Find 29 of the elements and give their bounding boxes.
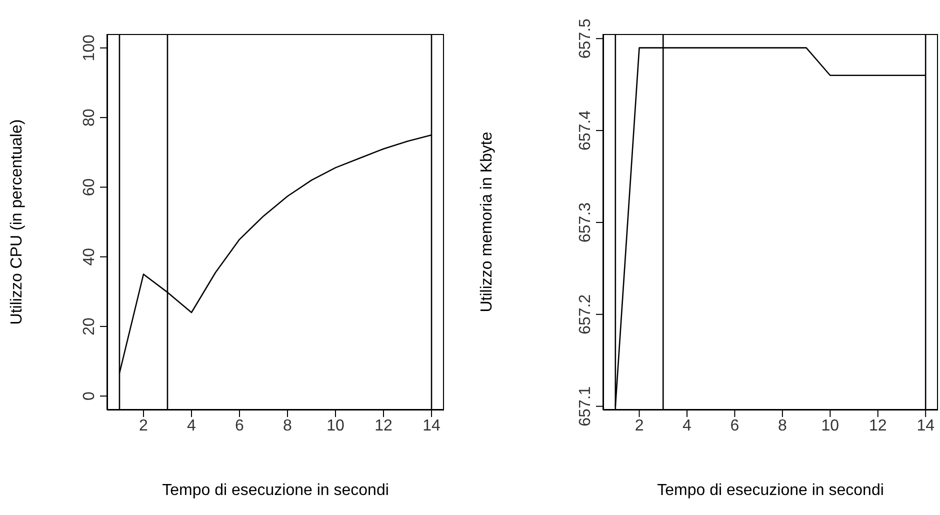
x-tick-label: 14 bbox=[916, 417, 935, 434]
x-tick-label: 10 bbox=[326, 417, 345, 434]
y-tick-label: 657.4 bbox=[577, 110, 594, 151]
x-tick-label: 4 bbox=[682, 417, 692, 434]
y-tick-label: 40 bbox=[81, 248, 98, 266]
y-tick-label: 657.2 bbox=[577, 294, 594, 334]
x-tick-label: 6 bbox=[235, 417, 244, 434]
x-tick-label: 2 bbox=[139, 417, 148, 434]
x-tick-label: 10 bbox=[821, 417, 840, 434]
y-tick-label: 657.3 bbox=[577, 202, 594, 242]
y-axis-title: Utilizzo memoria in Kbyte bbox=[478, 132, 496, 312]
y-tick-label: 60 bbox=[81, 178, 98, 196]
x-tick-label: 8 bbox=[283, 417, 292, 434]
y-tick-label: 657.1 bbox=[577, 386, 594, 426]
x-tick-label: 6 bbox=[730, 417, 740, 434]
y-tick-label: 100 bbox=[81, 34, 98, 62]
x-tick-label: 2 bbox=[634, 417, 644, 434]
x-tick-label: 8 bbox=[778, 417, 787, 434]
y-tick-label: 20 bbox=[81, 317, 98, 336]
y-tick-label: 80 bbox=[81, 108, 98, 126]
x-axis-title: Tempo di esecuzione in secondi bbox=[657, 482, 884, 499]
x-tick-label: 12 bbox=[374, 417, 393, 434]
x-tick-label: 12 bbox=[868, 417, 887, 434]
y-axis-title: Utilizzo CPU (in percentuale) bbox=[8, 119, 26, 325]
x-tick-label: 4 bbox=[187, 417, 196, 434]
x-tick-label: 14 bbox=[422, 417, 441, 434]
y-tick-label: 0 bbox=[81, 392, 98, 401]
y-tick-label: 657.5 bbox=[577, 18, 594, 59]
x-axis-title: Tempo di esecuzione in secondi bbox=[162, 482, 389, 499]
